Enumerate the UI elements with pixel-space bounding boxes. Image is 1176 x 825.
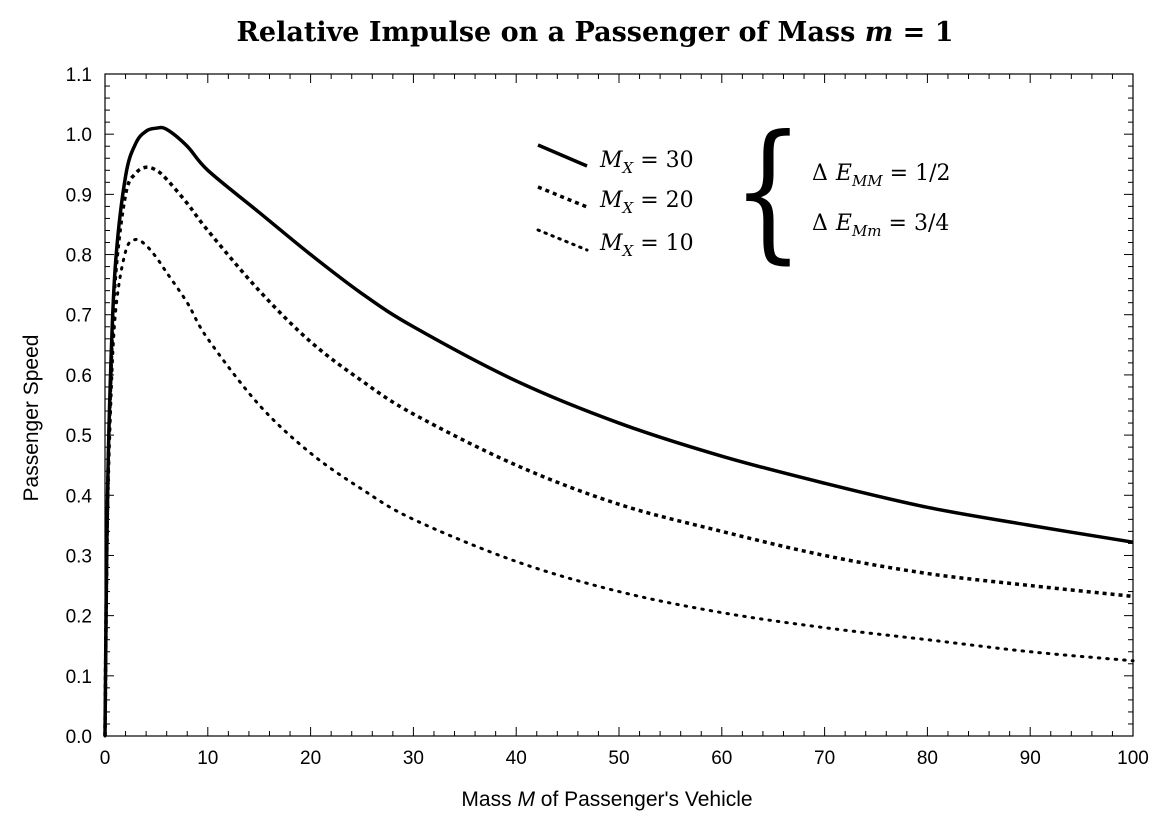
series-line-dotted bbox=[103, 237, 1135, 738]
series-layer bbox=[103, 125, 1135, 738]
chart-title-suffix: = 1 bbox=[893, 17, 953, 48]
series-line-solid bbox=[103, 125, 1134, 737]
y-tick-label: 0.5 bbox=[66, 426, 92, 447]
y-tick-label: 0.3 bbox=[66, 546, 92, 567]
x-tick-label: 30 bbox=[403, 748, 424, 769]
x-tick-label: 0 bbox=[100, 748, 111, 769]
x-axis-label: Mass M of Passenger's Vehicle bbox=[461, 788, 752, 811]
y-tick-label: 1.0 bbox=[66, 125, 92, 146]
x-tick-label: 20 bbox=[300, 748, 321, 769]
x-tick-label: 90 bbox=[1020, 748, 1041, 769]
y-axis-label: Passenger Speed bbox=[20, 335, 43, 502]
x-axis-label-suffix: of Passenger's Vehicle bbox=[535, 788, 753, 811]
y-tick-label: 0.1 bbox=[66, 667, 92, 688]
x-tick-label: 100 bbox=[1117, 748, 1149, 769]
legend-label-mx10: MX = 10 bbox=[599, 231, 694, 260]
annotation-energy-mm: Δ EMM = 1/2 bbox=[812, 161, 951, 190]
x-tick-label: 50 bbox=[608, 748, 629, 769]
x-axis-ticks: 0 10 20 30 40 50 60 70 80 90 100 bbox=[100, 74, 1149, 769]
plot-frame bbox=[104, 73, 1134, 737]
legend-label-mx20: MX = 20 bbox=[599, 188, 694, 217]
y-tick-label: 0.8 bbox=[66, 246, 92, 267]
y-tick-label: 0.4 bbox=[66, 486, 93, 507]
y-tick-label: 0.0 bbox=[66, 727, 92, 748]
x-axis-label-variable: M bbox=[517, 788, 535, 811]
y-tick-label: 0.9 bbox=[66, 185, 92, 206]
legend-line-dashed bbox=[537, 185, 588, 209]
legend-line-solid bbox=[537, 143, 588, 168]
y-tick-label: 0.2 bbox=[66, 607, 92, 628]
x-tick-label: 60 bbox=[711, 748, 732, 769]
chart-title-prefix: Relative Impulse on a Passenger of Mass bbox=[236, 17, 864, 48]
x-tick-label: 40 bbox=[506, 748, 527, 769]
x-tick-label: 70 bbox=[814, 748, 835, 769]
x-tick-label: 10 bbox=[197, 748, 218, 769]
legend-label-mx30: MX = 30 bbox=[599, 148, 694, 177]
chart-title-variable: m bbox=[865, 17, 894, 48]
x-axis-label-prefix: Mass bbox=[461, 788, 517, 811]
annotation-energy-mm-small: Δ EMm = 3/4 bbox=[812, 211, 949, 240]
series-line-dashed bbox=[103, 165, 1134, 737]
legend: MX = 30 MX = 20 MX = 10 bbox=[536, 143, 694, 260]
y-axis-ticks: 0.0 0.1 0.2 0.3 0.4 0.5 0.6 0.7 0.8 0.9 1.0 1.1 bbox=[66, 65, 1133, 748]
chart-title: Relative Impulse on a Passenger of Mass … bbox=[236, 17, 953, 48]
curly-brace-icon: { bbox=[732, 104, 804, 278]
x-tick-label: 80 bbox=[917, 748, 938, 769]
legend-line-dotted bbox=[536, 228, 589, 252]
y-tick-label: 0.7 bbox=[66, 306, 92, 327]
y-tick-label: 0.6 bbox=[66, 366, 92, 387]
y-tick-label: 1.1 bbox=[66, 65, 92, 86]
